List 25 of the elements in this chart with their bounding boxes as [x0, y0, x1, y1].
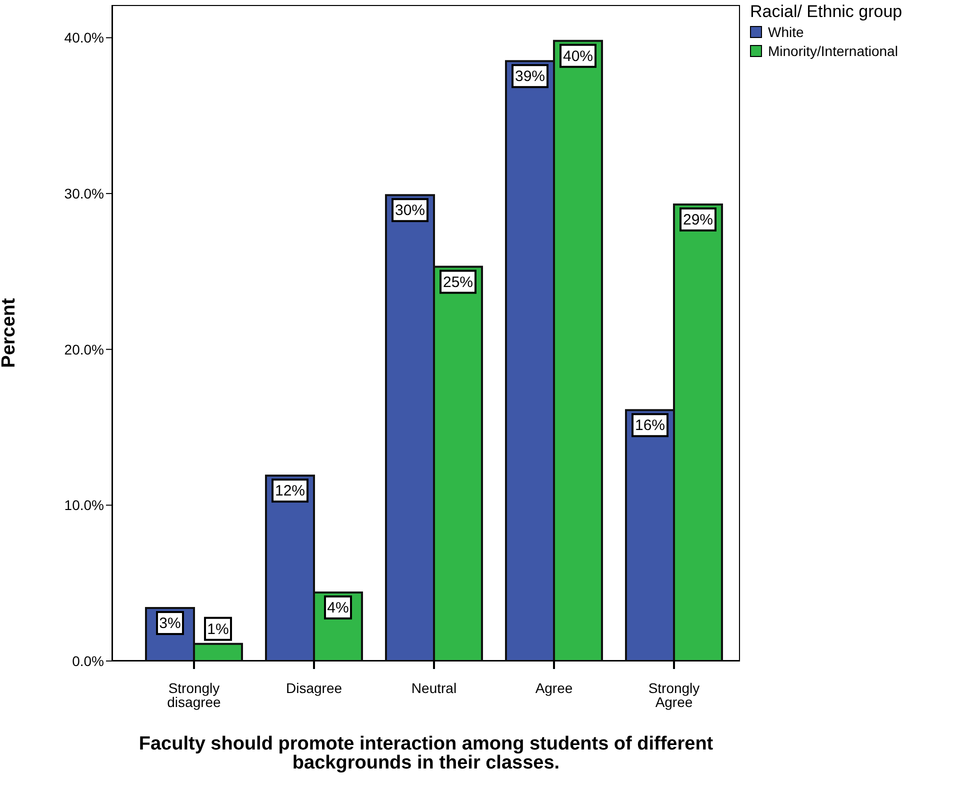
data-label: 29% [682, 211, 714, 228]
y-tick-label: 30.0% [64, 186, 104, 202]
data-label: 3% [159, 615, 181, 632]
x-tick-label: Neutral [411, 680, 457, 696]
data-label: 12% [274, 482, 306, 500]
y-tick-label: 40.0% [64, 30, 104, 46]
data-label: 30% [394, 202, 426, 220]
x-tick-label: Strongly Agree [648, 680, 700, 710]
y-axis-title: Percent [0, 297, 20, 368]
x-axis-title: Faculty should promote interaction among students of different backgrounds in their classes. [138, 733, 714, 774]
legend-label: White [768, 24, 804, 40]
data-label: 16% [634, 417, 666, 434]
y-tick-label: 0.0% [72, 652, 104, 669]
legend-title: Racial/ Ethnic group [750, 2, 902, 22]
legend-label: Minority/International [768, 43, 898, 59]
data-label: 40% [562, 48, 594, 65]
data-label: 25% [442, 274, 474, 291]
x-tick-label: Disagree [286, 680, 342, 696]
x-tick-label: Strongly disagree [167, 680, 222, 710]
data-label: 1% [207, 620, 229, 638]
y-tick-label: 10.0% [64, 497, 104, 514]
data-label: 39% [514, 68, 546, 86]
x-tick-label: Agree [535, 680, 573, 696]
y-tick-label: 20.0% [64, 341, 104, 358]
data-label: 4% [327, 599, 349, 616]
